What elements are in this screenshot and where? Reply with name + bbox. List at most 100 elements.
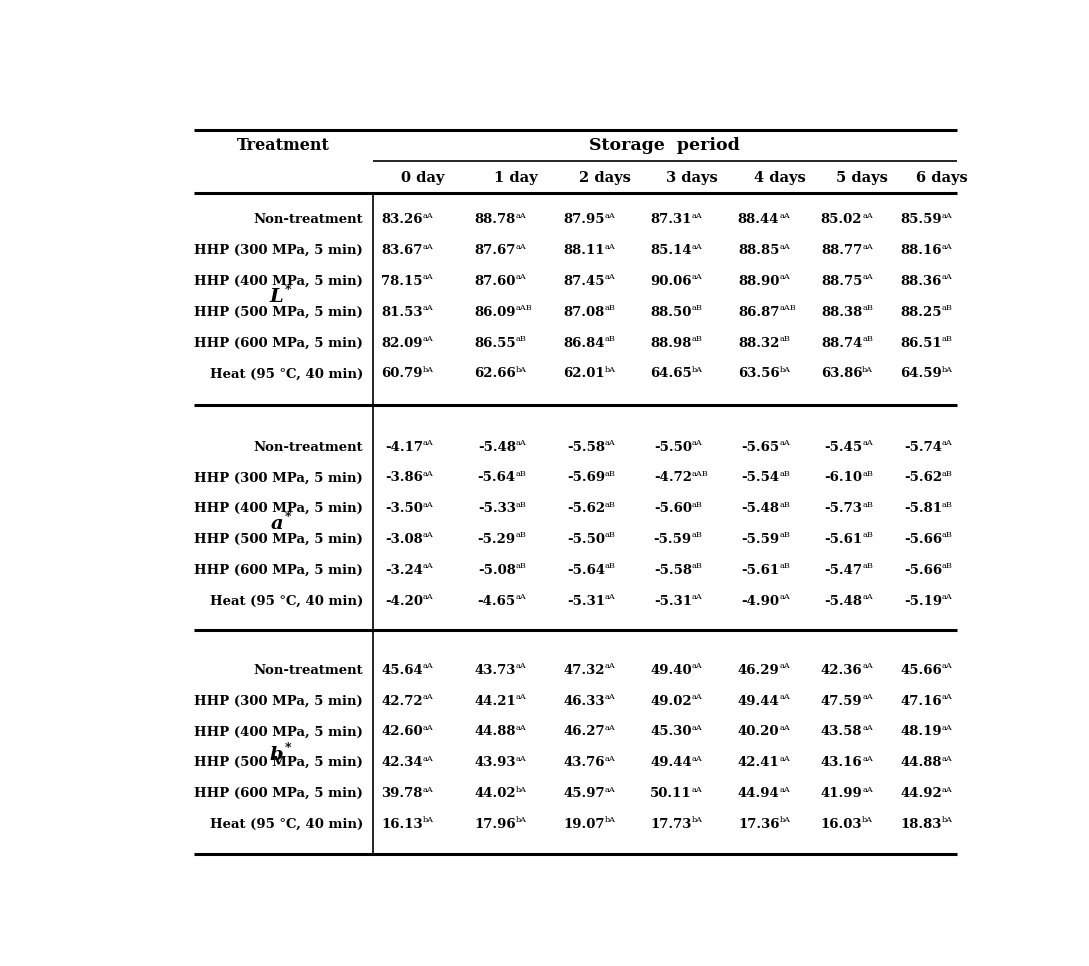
Text: -5.48: -5.48 [742, 502, 780, 515]
Text: Non-treatment: Non-treatment [254, 213, 364, 226]
Text: bA: bA [692, 816, 702, 824]
Text: 64.59: 64.59 [901, 367, 942, 381]
Text: HHP (300 MPa, 5 min): HHP (300 MPa, 5 min) [195, 695, 364, 708]
Text: -5.61: -5.61 [824, 533, 862, 546]
Text: -5.54: -5.54 [742, 471, 780, 484]
Text: 63.56: 63.56 [737, 367, 780, 381]
Text: aA: aA [423, 694, 433, 701]
Text: -5.69: -5.69 [567, 471, 605, 484]
Text: 45.66: 45.66 [901, 664, 942, 677]
Text: Heat (95 °C, 40 min): Heat (95 °C, 40 min) [210, 818, 364, 831]
Text: -5.59: -5.59 [653, 533, 692, 546]
Text: aA: aA [780, 593, 791, 601]
Text: 49.44: 49.44 [737, 695, 780, 708]
Text: 81.53: 81.53 [381, 306, 423, 319]
Text: bA: bA [423, 816, 433, 824]
Text: -5.61: -5.61 [742, 564, 780, 577]
Text: aB: aB [862, 304, 873, 312]
Text: 17.96: 17.96 [474, 818, 516, 831]
Text: 87.08: 87.08 [564, 306, 605, 319]
Text: -5.33: -5.33 [478, 502, 516, 515]
Text: aA: aA [516, 694, 527, 701]
Text: -5.58: -5.58 [567, 440, 605, 453]
Text: aB: aB [942, 304, 953, 312]
Text: 78.15: 78.15 [381, 275, 423, 288]
Text: bA: bA [780, 366, 791, 374]
Text: aA: aA [423, 531, 433, 539]
Text: HHP (600 MPa, 5 min): HHP (600 MPa, 5 min) [194, 564, 364, 577]
Text: aB: aB [516, 562, 527, 570]
Text: aA: aA [516, 212, 527, 220]
Text: 88.74: 88.74 [821, 336, 862, 350]
Text: aB: aB [605, 335, 616, 343]
Text: aA: aA [862, 754, 873, 763]
Text: aA: aA [605, 663, 615, 670]
Text: aA: aA [605, 754, 615, 763]
Text: aA: aA [862, 785, 873, 793]
Text: -5.48: -5.48 [478, 440, 516, 453]
Text: aB: aB [862, 469, 873, 478]
Text: bA: bA [942, 366, 953, 374]
Text: aB: aB [862, 531, 873, 539]
Text: 45.30: 45.30 [650, 725, 692, 738]
Text: aA: aA [862, 439, 873, 447]
Text: -4.90: -4.90 [742, 594, 780, 608]
Text: aA: aA [692, 724, 702, 732]
Text: 41.99: 41.99 [820, 787, 862, 800]
Text: HHP (300 MPa, 5 min): HHP (300 MPa, 5 min) [195, 471, 364, 484]
Text: -5.08: -5.08 [478, 564, 516, 577]
Text: aA: aA [423, 304, 433, 312]
Text: 40.20: 40.20 [738, 725, 780, 738]
Text: 88.32: 88.32 [738, 336, 780, 350]
Text: aA: aA [516, 754, 527, 763]
Text: -3.50: -3.50 [386, 502, 423, 515]
Text: HHP (500 MPa, 5 min): HHP (500 MPa, 5 min) [194, 306, 364, 319]
Text: 1 day: 1 day [494, 171, 538, 185]
Text: aA: aA [780, 724, 791, 732]
Text: 44.92: 44.92 [901, 787, 942, 800]
Text: aB: aB [516, 531, 527, 539]
Text: Non-treatment: Non-treatment [254, 664, 364, 677]
Text: 44.21: 44.21 [474, 695, 516, 708]
Text: Storage  period: Storage period [589, 136, 741, 154]
Text: HHP (400 MPa, 5 min): HHP (400 MPa, 5 min) [194, 725, 364, 738]
Text: HHP (600 MPa, 5 min): HHP (600 MPa, 5 min) [194, 787, 364, 800]
Text: aB: aB [942, 335, 953, 343]
Text: 87.31: 87.31 [650, 213, 692, 226]
Text: HHP (600 MPa, 5 min): HHP (600 MPa, 5 min) [194, 336, 364, 350]
Text: 45.97: 45.97 [563, 787, 605, 800]
Text: 46.33: 46.33 [563, 695, 605, 708]
Text: aA: aA [942, 439, 953, 447]
Text: -5.73: -5.73 [824, 502, 862, 515]
Text: 88.75: 88.75 [821, 275, 862, 288]
Text: aA: aA [862, 273, 873, 281]
Text: aA: aA [692, 663, 702, 670]
Text: 6 days: 6 days [916, 171, 968, 185]
Text: bA: bA [942, 816, 953, 824]
Text: aB: aB [862, 335, 873, 343]
Text: aA: aA [862, 593, 873, 601]
Text: 82.09: 82.09 [381, 336, 423, 350]
Text: 88.44: 88.44 [738, 213, 780, 226]
Text: 49.40: 49.40 [650, 664, 692, 677]
Text: -5.62: -5.62 [904, 471, 942, 484]
Text: aA: aA [423, 273, 433, 281]
Text: 50.11: 50.11 [650, 787, 692, 800]
Text: aA: aA [423, 663, 433, 670]
Text: aA: aA [423, 724, 433, 732]
Text: aB: aB [942, 562, 953, 570]
Text: HHP (500 MPa, 5 min): HHP (500 MPa, 5 min) [194, 756, 364, 769]
Text: aA: aA [862, 724, 873, 732]
Text: Treatment: Treatment [237, 136, 330, 154]
Text: Heat (95 °C, 40 min): Heat (95 °C, 40 min) [210, 594, 364, 608]
Text: aA: aA [605, 724, 615, 732]
Text: aA: aA [423, 754, 433, 763]
Text: aA: aA [423, 785, 433, 793]
Text: 86.51: 86.51 [901, 336, 942, 350]
Text: -4.20: -4.20 [384, 594, 423, 608]
Text: bA: bA [516, 816, 527, 824]
Text: 87.95: 87.95 [563, 213, 605, 226]
Text: -5.64: -5.64 [567, 564, 605, 577]
Text: aA: aA [692, 593, 702, 601]
Text: 48.19: 48.19 [901, 725, 942, 738]
